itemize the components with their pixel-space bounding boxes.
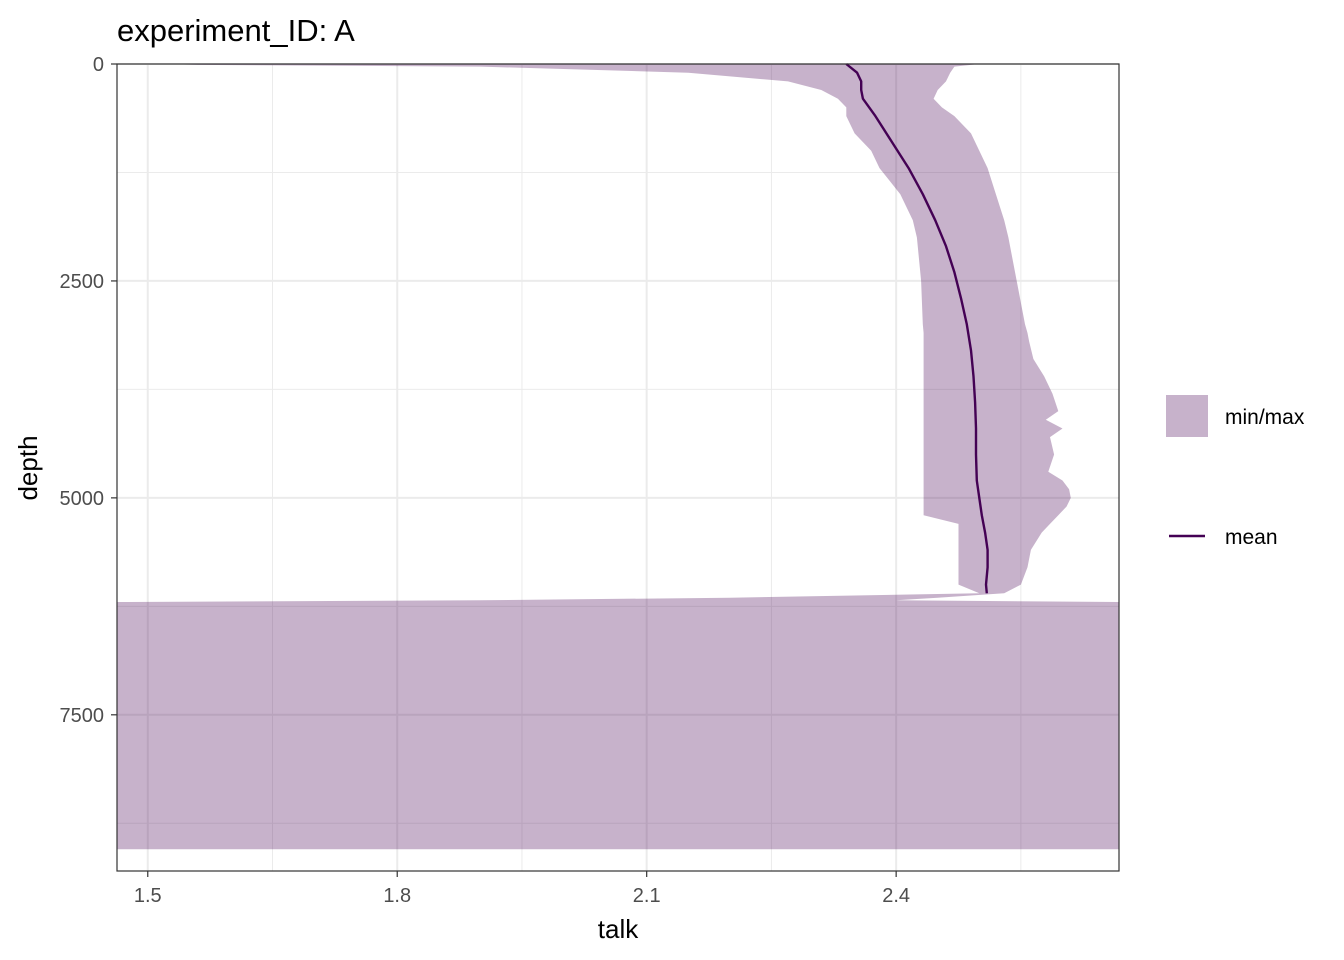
legend-label: min/max <box>1225 406 1305 429</box>
legend-label: mean <box>1225 526 1278 549</box>
x-tick-label: 2.4 <box>882 885 910 907</box>
plot-panel <box>116 63 1120 872</box>
y-tick-label: 0 <box>93 54 104 76</box>
y-tick-label: 7500 <box>60 705 105 727</box>
series-layer <box>117 63 1119 850</box>
min-max-ribbon <box>117 64 1119 850</box>
y-tick-label: 5000 <box>60 488 105 510</box>
grid-minor <box>117 64 1119 871</box>
x-tick-label: 1.8 <box>383 885 411 907</box>
y-axis: 0 2500 5000 7500 <box>60 54 117 727</box>
y-axis-title: depth <box>13 435 43 500</box>
x-tick-label: 2.1 <box>633 885 661 907</box>
panel-border <box>116 63 1120 872</box>
x-tick-label: 1.5 <box>134 885 162 907</box>
x-axis-title: talk <box>598 914 639 944</box>
legend-key-minmax <box>1166 395 1208 437</box>
chart-title: experiment_ID: A <box>117 13 355 48</box>
grid-major <box>117 63 1119 871</box>
legend: min/max mean <box>1166 395 1305 549</box>
panel-background <box>117 64 1119 871</box>
x-axis: 1.5 1.8 2.1 2.4 <box>134 871 910 907</box>
mean-line <box>845 63 989 594</box>
y-tick-label: 2500 <box>60 271 105 293</box>
